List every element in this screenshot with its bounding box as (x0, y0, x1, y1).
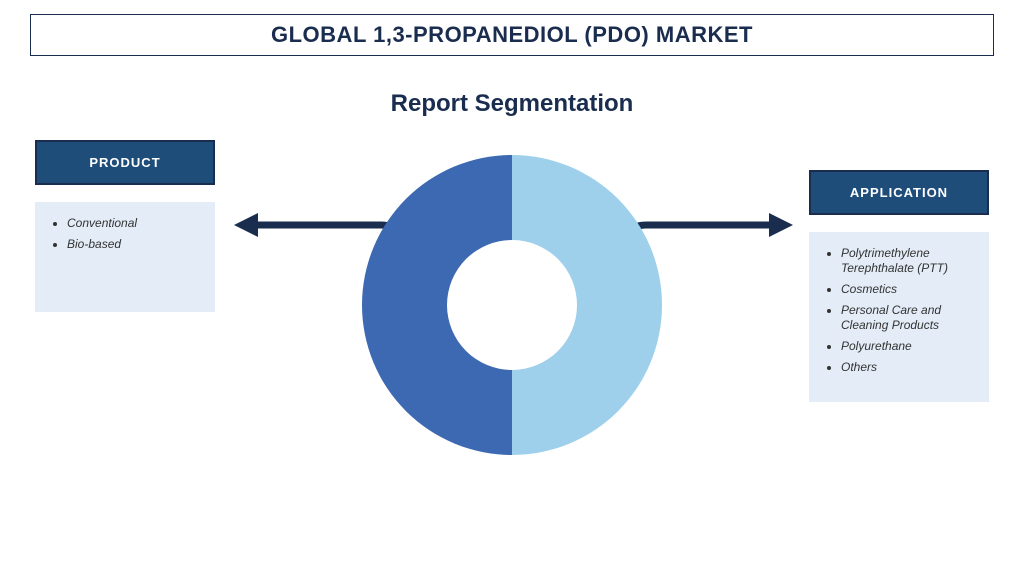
page-title-bar: GLOBAL 1,3-PROPANEDIOL (PDO) MARKET (30, 14, 994, 56)
donut-svg (362, 155, 662, 455)
list-item: Bio-based (67, 237, 205, 252)
list-item: Polyurethane (841, 339, 979, 354)
infographic-canvas: GLOBAL 1,3-PROPANEDIOL (PDO) MARKET Repo… (0, 0, 1024, 576)
application-category-label: APPLICATION (850, 185, 948, 200)
page-subtitle: Report Segmentation (0, 90, 1024, 118)
application-items-list: Polytrimethylene Terephthalate (PTT) Cosm… (827, 246, 979, 375)
arrow-left-head (234, 213, 258, 237)
arrow-right-head (769, 213, 793, 237)
product-items-list: Conventional Bio-based (53, 216, 205, 252)
list-item: Conventional (67, 216, 205, 231)
application-category-header: APPLICATION (809, 170, 989, 215)
page-title: GLOBAL 1,3-PROPANEDIOL (PDO) MARKET (271, 22, 753, 48)
list-item: Polytrimethylene Terephthalate (PTT) (841, 246, 979, 276)
list-item: Others (841, 360, 979, 375)
product-category-label: PRODUCT (89, 155, 160, 170)
product-items-box: Conventional Bio-based (35, 202, 215, 312)
list-item: Cosmetics (841, 282, 979, 297)
product-category-header: PRODUCT (35, 140, 215, 185)
list-item: Personal Care and Cleaning Products (841, 303, 979, 333)
donut-hole (447, 240, 577, 370)
application-items-box: Polytrimethylene Terephthalate (PTT) Cosm… (809, 232, 989, 402)
donut-chart (362, 155, 662, 455)
